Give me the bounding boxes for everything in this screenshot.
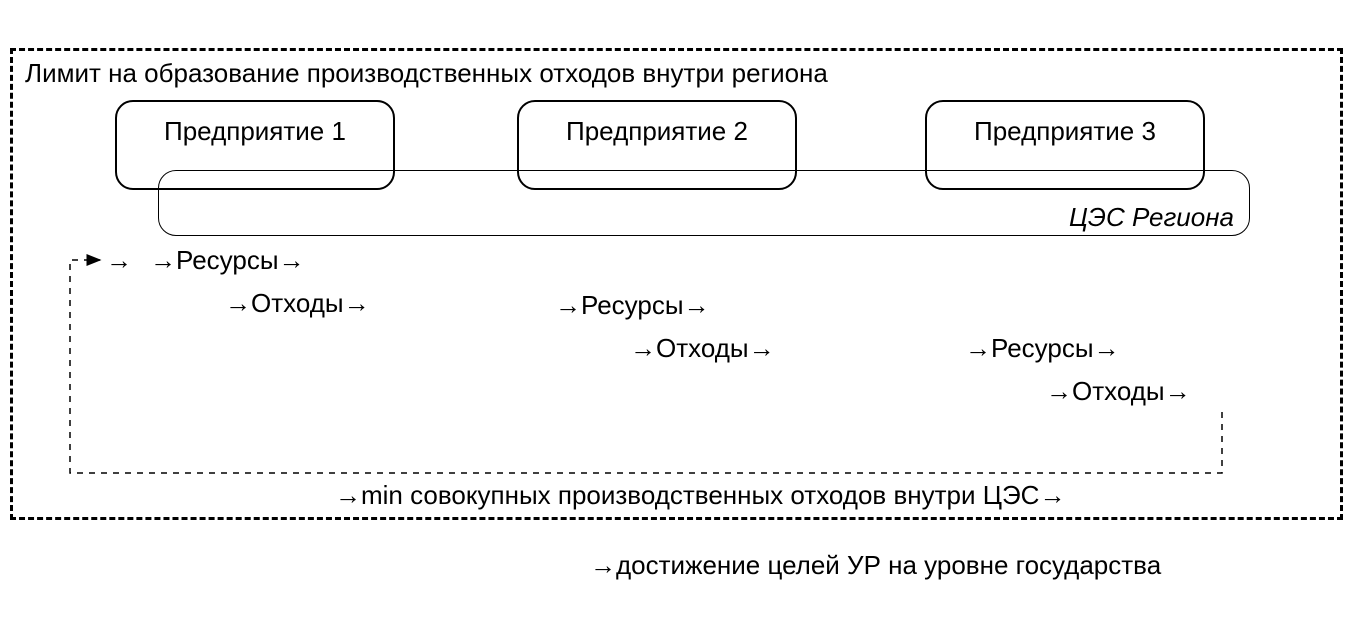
arrow-right-icon: → — [1165, 376, 1191, 406]
waste-3-label: →Отходы→ — [1046, 376, 1191, 407]
waste-1-text: Отходы — [251, 288, 344, 318]
arrow-right-icon: → — [684, 290, 710, 320]
enterprise-1-label: Предприятие 1 — [164, 116, 346, 147]
lead-arrow-icon: → — [106, 245, 132, 276]
resources-1-label: →Ресурсы→ — [150, 245, 305, 276]
enterprise-2-label: Предприятие 2 — [566, 116, 748, 147]
government-goal-line: →достижение целей УР на уровне государст… — [590, 550, 1161, 581]
arrow-right-icon: → — [749, 333, 775, 363]
waste-2-text: Отходы — [656, 333, 749, 363]
waste-2-label: →Отходы→ — [630, 333, 775, 364]
min-waste-line: →min совокупных производственных отходов… — [335, 480, 1065, 511]
arrow-right-icon: → — [344, 288, 370, 318]
ces-region-label: ЦЭС Региона — [1069, 202, 1234, 233]
outer-region-label: Лимит на образование производственных от… — [25, 58, 828, 89]
resources-2-text: Ресурсы — [581, 290, 684, 320]
arrow-right-icon: → — [1039, 480, 1065, 510]
waste-1-label: →Отходы→ — [225, 288, 370, 319]
arrow-right-icon: → — [279, 245, 305, 275]
resources-3-text: Ресурсы — [991, 333, 1094, 363]
resources-2-label: →Ресурсы→ — [555, 290, 710, 321]
arrow-right-icon: → — [965, 333, 991, 363]
ces-region-box: ЦЭС Региона — [158, 170, 1250, 236]
enterprise-3-label: Предприятие 3 — [974, 116, 1156, 147]
arrow-right-icon: → — [1094, 333, 1120, 363]
arrow-right-icon: → — [150, 245, 176, 275]
arrow-right-icon: → — [225, 288, 251, 318]
arrow-right-icon: → — [1046, 376, 1072, 406]
arrow-right-icon: → — [555, 290, 581, 320]
arrow-right-icon: → — [630, 333, 656, 363]
resources-3-label: →Ресурсы→ — [965, 333, 1120, 364]
waste-3-text: Отходы — [1072, 376, 1165, 406]
government-goal-text: достижение целей УР на уровне государств… — [616, 550, 1161, 580]
arrow-right-icon: → — [335, 480, 361, 510]
resources-1-text: Ресурсы — [176, 245, 279, 275]
arrow-right-icon: → — [590, 550, 616, 580]
min-waste-text: min совокупных производственных отходов … — [361, 480, 1039, 510]
